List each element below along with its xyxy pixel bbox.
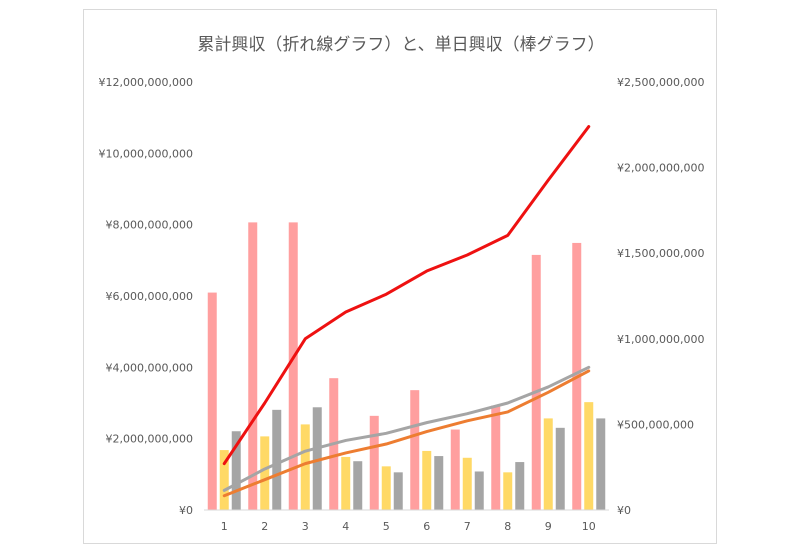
bar	[462, 457, 472, 510]
x-axis-tick-label: 8	[504, 520, 511, 533]
bar	[207, 292, 217, 510]
bar	[248, 222, 258, 510]
right-axis-tick-label: ¥0	[617, 504, 631, 517]
bar	[353, 461, 363, 510]
right-axis-tick-label: ¥1,000,000,000	[617, 333, 704, 346]
bar	[312, 407, 322, 510]
bar	[393, 472, 403, 510]
series-line	[222, 365, 591, 492]
chart-title: 累計興収（折れ線グラフ）と、単日興収（棒グラフ）	[197, 35, 604, 55]
bar	[341, 456, 351, 510]
chart-frame: 累計興収（折れ線グラフ）と、単日興収（棒グラフ） ¥0 ¥2,000,000,00…	[83, 9, 717, 544]
x-axis-tick-label: 3	[302, 520, 309, 533]
bar	[231, 431, 241, 510]
left-axis-tick-label: ¥2,000,000,000	[106, 433, 193, 446]
left-axis-tick-label: ¥8,000,000,000	[106, 219, 193, 232]
bar	[381, 466, 391, 510]
bar	[434, 456, 444, 510]
bar	[300, 424, 310, 510]
bar	[515, 462, 525, 510]
bar	[219, 450, 229, 510]
x-axis-tick-label: 9	[545, 520, 552, 533]
bar	[531, 254, 541, 510]
left-axis-tick-label: ¥6,000,000,000	[106, 290, 193, 303]
x-axis-tick-label: 1	[221, 520, 228, 533]
left-axis-tick-label: ¥4,000,000,000	[106, 361, 193, 374]
right-axis-ticks: ¥0 ¥500,000,000 ¥1,000,000,000 ¥1,500,000,0…	[617, 76, 704, 517]
x-axis-tick-label: 4	[342, 520, 349, 533]
bar	[288, 222, 298, 510]
bar	[584, 402, 594, 510]
bar	[410, 390, 420, 510]
lines-layer	[222, 125, 591, 498]
left-axis-tick-label: ¥10,000,000,000	[99, 147, 193, 160]
bar	[272, 409, 282, 510]
bar	[543, 418, 553, 510]
bar	[260, 436, 270, 510]
bar	[450, 429, 460, 510]
left-axis-tick-label: ¥0	[179, 504, 193, 517]
x-axis-ticks: 1 2 3 4 5 6 7 8 9 10	[221, 520, 596, 533]
left-axis-tick-label: ¥12,000,000,000	[99, 76, 193, 89]
series-line	[222, 125, 591, 466]
right-axis-tick-label: ¥1,500,000,000	[617, 247, 704, 260]
bar	[474, 471, 484, 510]
bar	[369, 415, 379, 510]
x-axis-tick-label: 6	[423, 520, 430, 533]
bar	[596, 418, 606, 510]
bar	[491, 405, 501, 510]
left-axis-ticks: ¥0 ¥2,000,000,000 ¥4,000,000,000 ¥6,000,000…	[99, 76, 193, 517]
x-axis-tick-label: 2	[261, 520, 268, 533]
right-axis-tick-label: ¥2,000,000,000	[617, 162, 704, 175]
bar	[555, 427, 565, 510]
right-axis-tick-label: ¥2,500,000,000	[617, 76, 704, 89]
bar	[503, 472, 513, 510]
x-axis-tick-label: 10	[582, 520, 596, 533]
chart-svg: 累計興収（折れ線グラフ）と、単日興収（棒グラフ） ¥0 ¥2,000,000,00…	[99, 35, 705, 533]
right-axis-tick-label: ¥500,000,000	[617, 418, 694, 431]
bar	[422, 450, 432, 510]
series-line	[222, 369, 591, 498]
x-axis-tick-label: 5	[383, 520, 390, 533]
x-axis-tick-label: 7	[464, 520, 471, 533]
